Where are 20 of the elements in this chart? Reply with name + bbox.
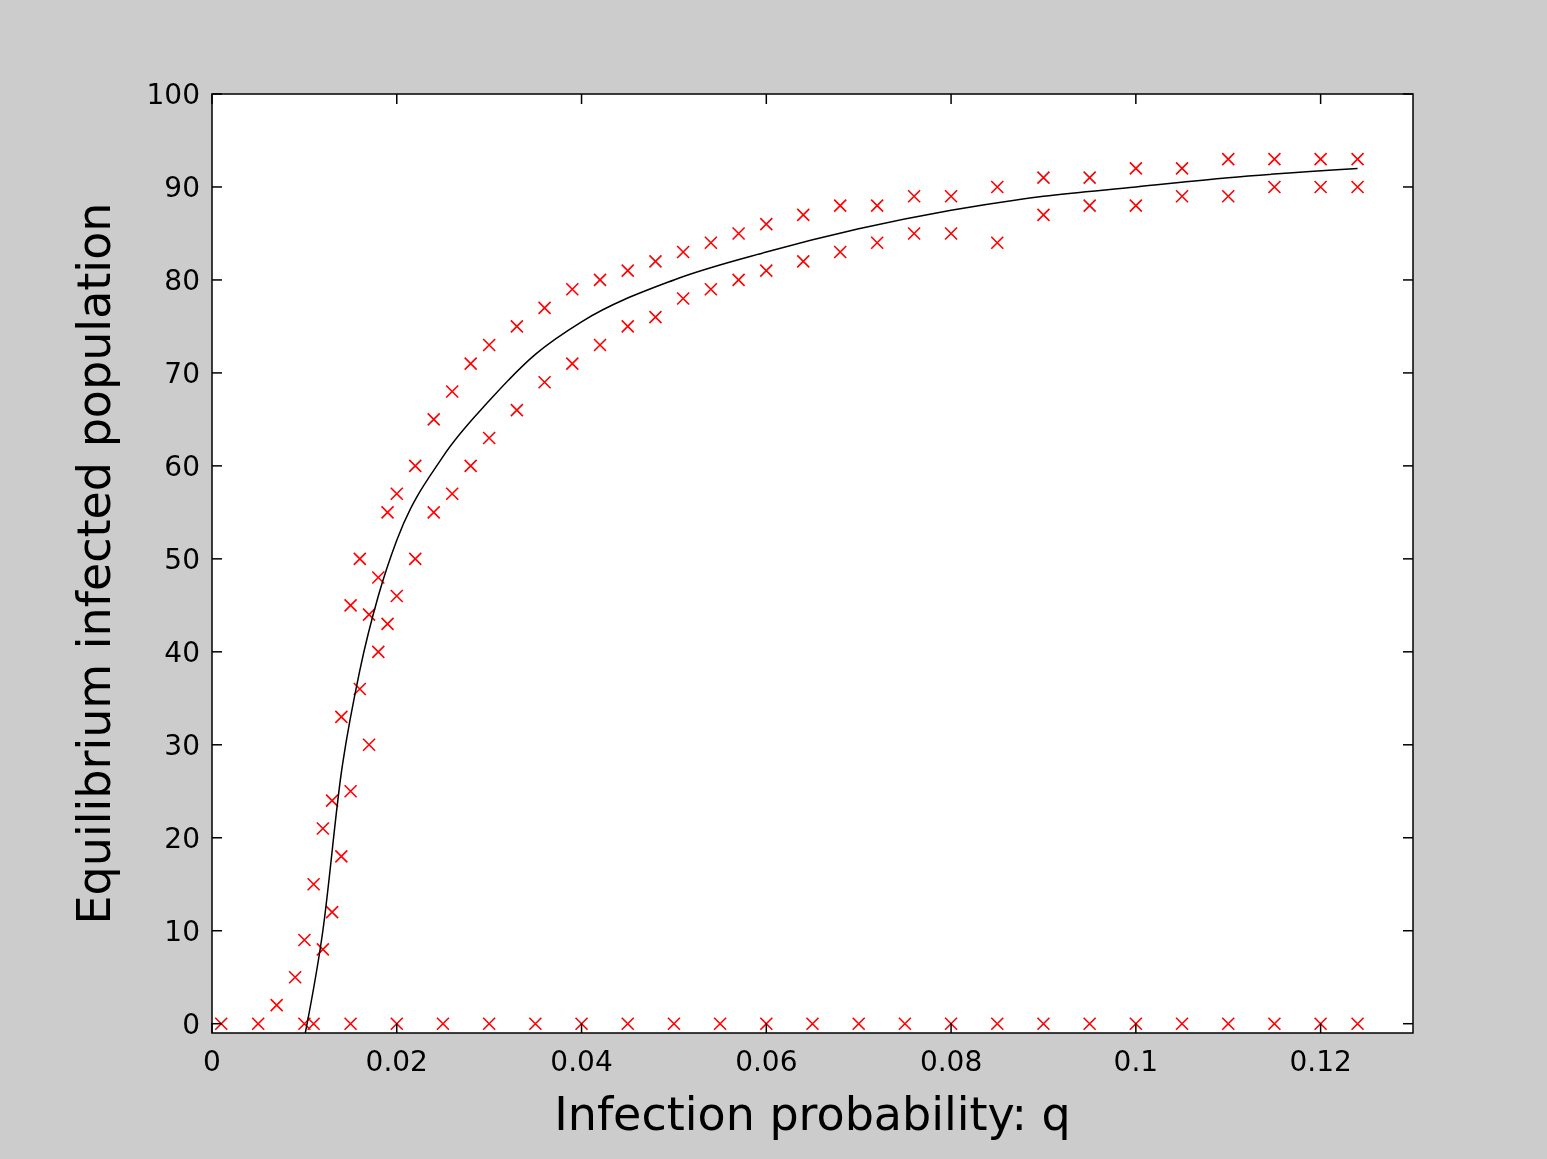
- y-tick-label: 0: [182, 1007, 200, 1041]
- x-axis-title: Infection probability: q: [554, 1087, 1071, 1141]
- y-tick-label: 50: [164, 542, 200, 576]
- x-tick-label: 0: [203, 1045, 221, 1078]
- y-tick-label: 60: [164, 449, 200, 483]
- y-tick-label: 10: [164, 914, 200, 948]
- y-axis-title: Equilibrium infected population: [67, 202, 121, 925]
- y-tick-label: 30: [164, 728, 200, 762]
- y-tick-label: 80: [164, 263, 200, 297]
- x-tick-label: 0.04: [550, 1045, 613, 1078]
- y-tick-label: 70: [164, 356, 200, 390]
- y-tick-label: 40: [164, 635, 200, 669]
- x-tick-label: 0.06: [735, 1045, 798, 1078]
- x-tick-label: 0.1: [1113, 1045, 1159, 1078]
- x-tick-label: 0.02: [365, 1045, 428, 1078]
- x-tick-label: 0.12: [1289, 1045, 1352, 1078]
- y-tick-label: 90: [164, 170, 200, 204]
- x-tick-label: 0.08: [919, 1045, 983, 1078]
- y-tick-label: 20: [164, 821, 200, 855]
- y-tick-label: 100: [146, 78, 200, 111]
